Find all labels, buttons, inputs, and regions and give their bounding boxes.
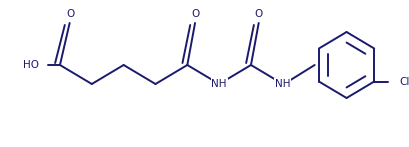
Text: O: O xyxy=(191,9,199,19)
Text: HO: HO xyxy=(23,60,39,70)
Text: NH: NH xyxy=(211,79,227,89)
Text: O: O xyxy=(254,9,263,19)
Text: NH: NH xyxy=(275,79,290,89)
Text: O: O xyxy=(67,9,75,19)
Text: Cl: Cl xyxy=(399,76,409,86)
